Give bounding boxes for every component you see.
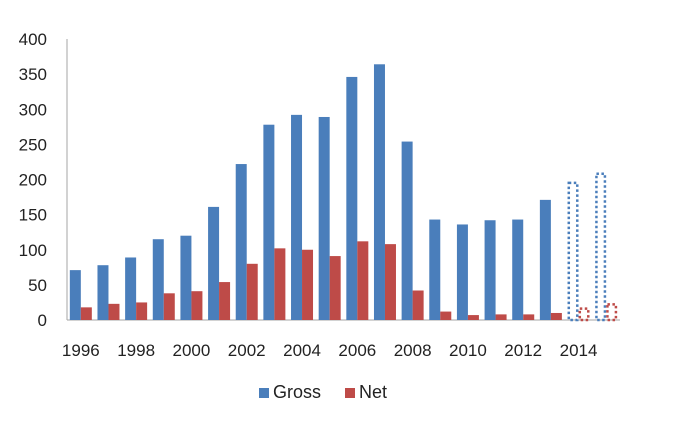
bar-gross-2015 xyxy=(595,172,607,322)
x-axis-ticks: 1996 1998 2000 2002 2004 2006 2008 2010 2012 2014 xyxy=(62,341,598,360)
bar-gross-2004 xyxy=(291,114,303,321)
y-tick-label: 150 xyxy=(19,206,47,225)
bar-net-2015 xyxy=(606,303,618,322)
bar-gross-2012 xyxy=(512,219,524,320)
bar-net-2013 xyxy=(550,312,562,320)
y-tick-label: 300 xyxy=(19,100,47,119)
bar-net-1997 xyxy=(108,303,120,320)
bar-gross-2013 xyxy=(539,199,551,320)
y-tick-label: 400 xyxy=(19,30,47,49)
bar-net-2003 xyxy=(274,248,286,320)
legend-swatch-net xyxy=(345,388,355,398)
y-tick-label: 0 xyxy=(38,311,47,330)
bar-gross-2008 xyxy=(401,141,413,320)
bar-gross-2014 xyxy=(567,181,579,322)
x-tick-label: 2000 xyxy=(173,341,211,360)
bar-net-2014 xyxy=(578,307,590,322)
x-tick-label: 2004 xyxy=(283,341,321,360)
legend-label-net: Net xyxy=(359,382,387,402)
bar-net-2006 xyxy=(357,241,369,320)
x-tick-label: 2012 xyxy=(504,341,542,360)
bar-gross-1996 xyxy=(69,270,81,320)
bar-gross-2010 xyxy=(456,224,468,320)
bar-gross-2007 xyxy=(373,64,385,320)
bar-net-2005 xyxy=(329,256,341,320)
bar-gross-2001 xyxy=(208,206,220,320)
bar-gross-2009 xyxy=(429,219,441,320)
bar-net-2004 xyxy=(302,249,314,320)
bar-gross-1999 xyxy=(152,239,164,320)
bar-gross-2000 xyxy=(180,235,192,320)
bar-gross-2006 xyxy=(346,76,358,320)
bar-net-2008 xyxy=(412,290,424,320)
bar-gross-2002 xyxy=(235,164,247,320)
bar-net-2007 xyxy=(384,244,396,320)
y-tick-label: 50 xyxy=(28,276,47,295)
x-tick-label: 2002 xyxy=(228,341,266,360)
y-tick-label: 350 xyxy=(19,65,47,84)
bar-net-2000 xyxy=(191,291,203,320)
bars xyxy=(69,64,618,322)
bar-net-2010 xyxy=(467,315,479,320)
bar-net-2009 xyxy=(440,311,452,320)
bar-gross-1997 xyxy=(97,265,109,320)
y-tick-label: 100 xyxy=(19,241,47,260)
bar-net-1996 xyxy=(80,307,92,320)
legend-swatch-gross xyxy=(259,388,269,398)
bar-net-2002 xyxy=(246,263,258,320)
y-axis-ticks: 0 50 100 150 200 250 300 350 400 xyxy=(19,30,47,330)
bar-gross-2011 xyxy=(484,220,496,320)
x-tick-label: 2008 xyxy=(394,341,432,360)
y-tick-label: 250 xyxy=(19,135,47,154)
bar-gross-2005 xyxy=(318,116,330,320)
x-tick-label: 2014 xyxy=(560,341,598,360)
bar-net-1998 xyxy=(136,302,148,320)
legend-label-gross: Gross xyxy=(273,382,321,402)
legend: Gross Net xyxy=(259,382,387,402)
bar-net-2012 xyxy=(523,314,535,320)
x-tick-label: 1998 xyxy=(117,341,155,360)
bar-net-1999 xyxy=(163,293,175,320)
bar-gross-1998 xyxy=(125,257,137,320)
y-tick-label: 200 xyxy=(19,171,47,190)
x-tick-label: 1996 xyxy=(62,341,100,360)
x-tick-label: 2006 xyxy=(338,341,376,360)
x-tick-label: 2010 xyxy=(449,341,487,360)
bar-net-2011 xyxy=(495,314,507,320)
bar-gross-2003 xyxy=(263,124,275,320)
bar-net-2001 xyxy=(219,282,231,320)
